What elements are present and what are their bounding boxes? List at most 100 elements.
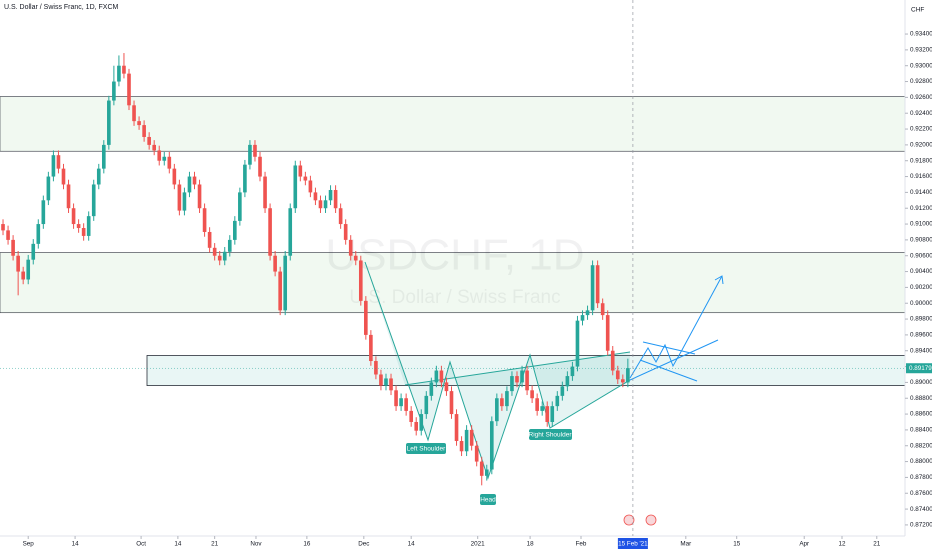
x-tick-label: 14	[72, 541, 80, 548]
y-tick-label: 0.92400	[910, 110, 932, 117]
projection-arrow	[629, 275, 723, 379]
candle-body	[177, 184, 182, 211]
candle-body	[444, 382, 449, 392]
x-tick-label: Oct	[136, 541, 146, 548]
candle-body	[419, 414, 424, 431]
candle-body	[495, 398, 499, 422]
label-box	[529, 429, 572, 440]
annotation: Right Shoulder	[529, 432, 573, 439]
candle-body	[81, 228, 86, 236]
candle-body	[107, 100, 111, 145]
event-icons	[623, 514, 657, 526]
y-tick-label: 0.90600	[910, 252, 932, 259]
y-tick-label: 0.93200	[910, 47, 932, 54]
x-tick-label: Mar	[680, 541, 691, 548]
candle-body	[540, 406, 545, 411]
y-tick-label: 0.92800	[910, 78, 932, 85]
candle-body	[500, 398, 504, 407]
x-tick-label: 18	[527, 541, 535, 548]
candle-body	[278, 271, 282, 311]
candle-body	[454, 414, 459, 441]
candle-body	[248, 144, 252, 165]
candle-body	[570, 366, 575, 377]
candle-body	[268, 208, 272, 256]
x-tick-label: Dec	[358, 541, 369, 548]
candle-body	[429, 382, 434, 396]
y-tick-label: 0.93000	[910, 62, 932, 69]
y-tick-label: 0.90800	[910, 237, 932, 244]
candle-body	[243, 164, 247, 193]
candle-body	[530, 390, 534, 399]
candle-body	[374, 361, 378, 375]
candle-body	[545, 406, 550, 422]
candle-body	[227, 239, 232, 252]
candle-body	[404, 398, 408, 411]
price-axis-bg	[905, 0, 932, 550]
y-tick-label: 0.87600	[910, 490, 932, 497]
candle-body	[555, 395, 560, 407]
candle-body	[122, 65, 126, 74]
y-tick-label: 0.91400	[910, 189, 932, 196]
label-box	[480, 494, 496, 505]
candle-body	[61, 168, 66, 185]
y-tick-label: 0.93400	[910, 31, 932, 38]
candle-body	[318, 200, 323, 209]
candle-body	[238, 192, 242, 221]
y-tick-label: 0.89000	[910, 379, 932, 386]
currency-label: CHF	[911, 7, 924, 14]
candle-body	[152, 144, 157, 151]
candle-body	[328, 190, 333, 201]
candle-body	[525, 370, 529, 391]
candle-body	[96, 168, 101, 185]
candle-body	[298, 165, 303, 177]
candle-body	[469, 429, 474, 446]
candle-body	[46, 176, 51, 201]
candle-body	[41, 200, 46, 225]
candle-body	[212, 247, 217, 256]
candle-body	[358, 260, 363, 301]
candle-body	[132, 105, 136, 122]
x-tick-label: Nov	[250, 541, 262, 548]
candle-body	[560, 386, 565, 396]
y-tick-label: 0.90200	[910, 284, 932, 291]
y-tick-label: 0.91600	[910, 173, 932, 180]
candle-body	[197, 184, 202, 209]
x-tick-label: 21	[211, 541, 219, 548]
x-tick-label: Feb	[576, 541, 587, 548]
crosshair-label-bg	[617, 538, 648, 549]
y-tick-label: 0.92200	[910, 126, 932, 133]
y-tick-label: 0.91800	[910, 157, 932, 164]
x-tick-label: Apr	[799, 541, 809, 548]
candle-body	[353, 255, 358, 261]
candle-body	[258, 156, 262, 177]
candle-body	[288, 208, 293, 256]
candle-body	[520, 370, 524, 383]
candle-body	[610, 350, 615, 371]
candle-body	[343, 224, 348, 240]
candle-body	[66, 184, 71, 209]
candle-body	[222, 251, 227, 261]
y-tick-label: 0.92600	[910, 94, 932, 101]
candle-body	[600, 303, 605, 316]
candle-body	[333, 190, 338, 209]
candle-body	[263, 176, 267, 209]
time-axis-bg	[0, 536, 932, 550]
y-tick-label: 0.90000	[910, 300, 932, 307]
candle-body	[36, 224, 41, 244]
candle-body	[575, 320, 580, 367]
arrow-head	[714, 275, 724, 285]
candle-body	[621, 379, 625, 383]
candle-body	[137, 121, 141, 126]
candle-body	[56, 155, 61, 169]
candle-body	[16, 255, 20, 272]
candle-body	[605, 315, 610, 351]
candle-body	[434, 370, 439, 383]
candle-body	[112, 81, 116, 101]
pattern-drawing: Left Shoulder Head Right Shoulder	[364, 261, 724, 505]
candle-body	[389, 378, 393, 391]
x-tick-label: 21	[873, 541, 881, 548]
candle-body	[459, 440, 464, 452]
